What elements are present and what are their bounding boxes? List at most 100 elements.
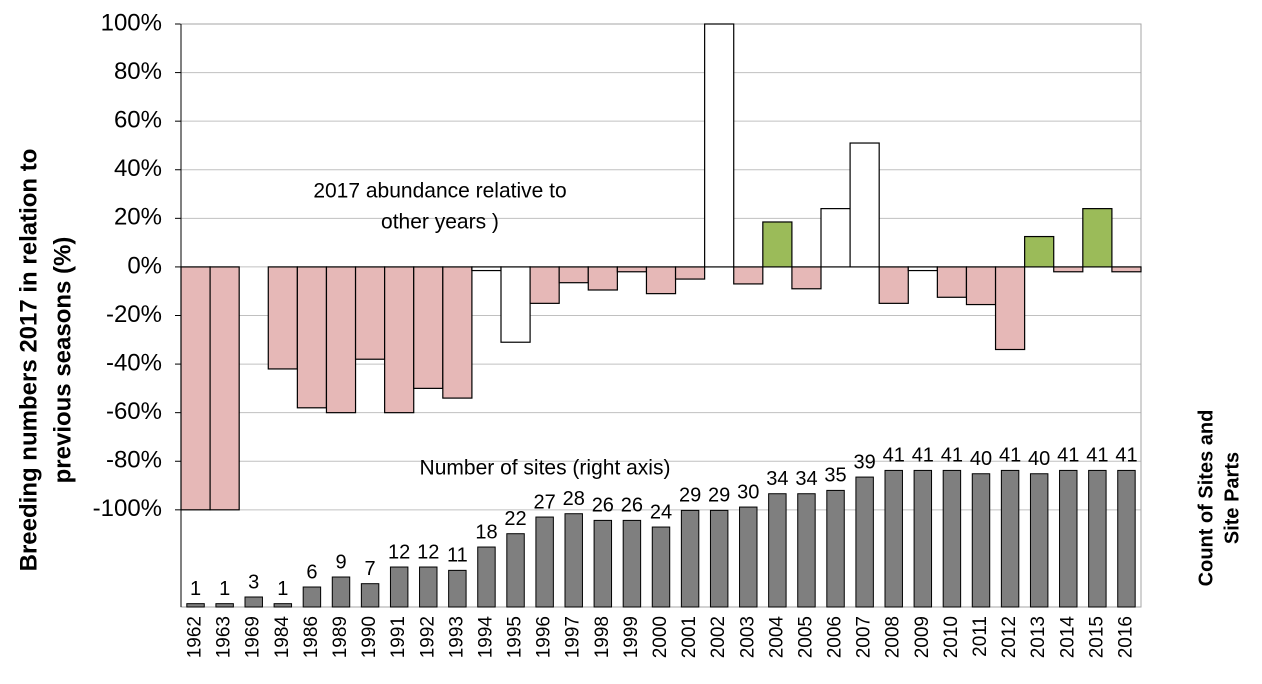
x-tick-label: 1993 (446, 616, 467, 658)
relative-bar (1082, 208, 1113, 268)
x-tick-label: 1969 (243, 616, 264, 658)
site-bar (360, 583, 380, 608)
site-bar (942, 469, 962, 608)
x-tick-label: 1998 (592, 616, 613, 658)
relative-bar (965, 266, 997, 306)
site-bar (884, 469, 903, 608)
site-label: 41 (941, 445, 963, 467)
site-bar (215, 603, 234, 608)
relative-bar (1024, 235, 1055, 268)
site-label: 11 (447, 545, 468, 567)
site-bar (448, 569, 467, 608)
relative-bar (354, 266, 386, 360)
site-label: 26 (621, 495, 643, 517)
x-tick-label: 2004 (766, 616, 787, 659)
site-bar (1088, 469, 1107, 608)
site-bar (535, 516, 554, 608)
x-tick-label: 2005 (795, 616, 816, 658)
site-label: 27 (534, 491, 556, 513)
x-tick-label: 2010 (941, 616, 962, 658)
relative-bar (936, 266, 968, 298)
site-label: 12 (417, 541, 439, 563)
x-tick-label: 1997 (563, 616, 584, 658)
site-label: 22 (504, 508, 526, 530)
y-axis-title: Breeding numbers 2017 in relation to (15, 149, 42, 572)
relative-bar (209, 266, 240, 511)
y-tick-label: -100% (93, 495, 162, 522)
site-label: 1 (277, 578, 288, 600)
site-bar (622, 519, 642, 608)
site-label: 29 (708, 485, 730, 507)
site-label: 7 (365, 558, 376, 580)
y-tick-label: -20% (106, 301, 162, 328)
x-tick-label: 1986 (301, 616, 322, 658)
relative-bar (645, 266, 677, 295)
site-label: 41 (999, 445, 1021, 467)
site-label: 40 (970, 448, 992, 470)
site-bar (389, 566, 409, 608)
site-bar (797, 493, 816, 608)
y-tick-label: 80% (114, 58, 162, 85)
site-label: 26 (592, 495, 614, 517)
relative-bar (1053, 266, 1084, 273)
x-tick-label: 2003 (737, 616, 758, 658)
y-tick-label: -60% (106, 398, 162, 425)
x-tick-label: 2011 (970, 616, 991, 657)
site-label: 41 (883, 445, 905, 467)
site-bar (564, 513, 583, 608)
relative-bar (733, 266, 764, 285)
y-tick-label: -80% (106, 447, 162, 474)
y2-axis-title: Site Parts (1221, 452, 1243, 544)
y-tick-label: 20% (114, 204, 162, 231)
site-bar (1059, 469, 1078, 608)
x-tick-label: 2006 (825, 616, 846, 658)
site-bar (302, 586, 322, 608)
site-label: 1 (190, 578, 201, 600)
site-bar (273, 603, 293, 608)
site-label: 35 (824, 465, 846, 487)
site-bar (1117, 469, 1136, 608)
site-label: 39 (854, 451, 876, 473)
x-tick-label: 1991 (388, 616, 409, 658)
y-tick-label: 0% (127, 252, 162, 279)
site-bar (331, 576, 351, 608)
x-tick-label: 2001 (679, 616, 700, 658)
site-label: 40 (1028, 448, 1050, 470)
x-tick-label: 2007 (854, 616, 875, 658)
relative-bar (267, 266, 298, 370)
site-label: 30 (737, 481, 759, 503)
site-label: 41 (1086, 445, 1108, 467)
site-bar (477, 546, 496, 608)
x-tick-label: 1990 (359, 616, 380, 658)
site-label: 6 (306, 561, 317, 583)
annotation: other years ) (381, 211, 499, 234)
relative-bar (616, 266, 648, 273)
annotation: Number of sites (right axis) (420, 457, 671, 480)
site-label: 34 (766, 468, 788, 490)
y-tick-label: 100% (101, 9, 162, 36)
relative-bar (791, 266, 822, 290)
site-bar (739, 506, 758, 608)
relative-bar (529, 266, 560, 304)
x-tick-label: 2014 (1057, 616, 1078, 659)
x-tick-label: 1996 (534, 616, 555, 658)
relative-bar (674, 266, 706, 280)
x-tick-label: 1989 (330, 616, 351, 658)
site-bar (826, 489, 845, 608)
site-bar (971, 473, 991, 608)
x-tick-label: 2002 (708, 616, 729, 658)
relative-bar (500, 266, 531, 343)
x-tick-label: 1963 (214, 616, 235, 658)
site-bar (651, 526, 671, 608)
site-bar (913, 469, 933, 608)
site-label: 41 (1057, 445, 1079, 467)
y-axis-title: previous seasons (%) (49, 237, 76, 484)
x-tick-label: 2012 (999, 616, 1020, 658)
annotation: 2017 abundance relative to (313, 180, 566, 203)
site-label: 9 (335, 551, 346, 573)
site-label: 41 (1115, 445, 1137, 467)
site-label: 1 (219, 578, 230, 600)
relative-bar (704, 23, 735, 268)
relative-bar (878, 266, 909, 304)
